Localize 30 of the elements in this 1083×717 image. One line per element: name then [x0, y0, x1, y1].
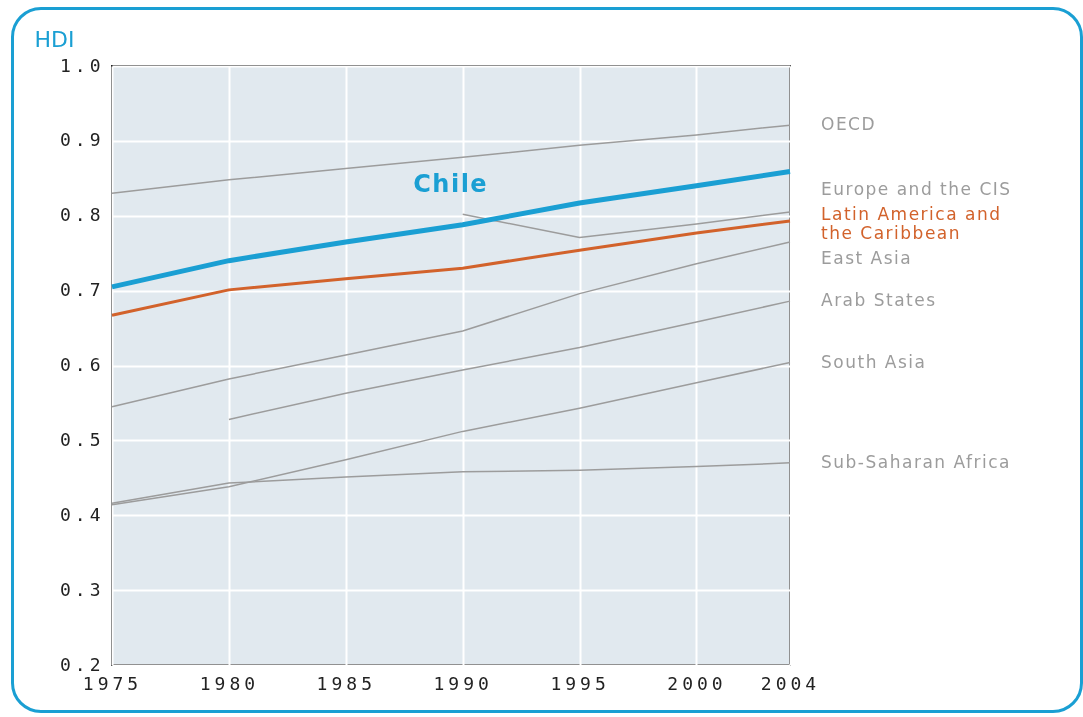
series-label: Arab States [821, 290, 937, 311]
series-label: Chile [413, 169, 489, 198]
series-label: Sub-Saharan Africa [821, 451, 1011, 472]
y-tick-label: 0.4 [59, 503, 105, 525]
y-tick-label: 0.2 [59, 653, 105, 675]
x-tick-label: 2004 [760, 672, 821, 694]
series-label: East Asia [821, 248, 913, 269]
y-tick-label: 1.0 [59, 54, 105, 76]
series-label: Latin America and the Caribbean [821, 204, 1002, 244]
line-series [111, 241, 791, 408]
x-tick-label: 1985 [316, 672, 376, 694]
series-label: Europe and the CIS [821, 179, 1012, 200]
y-tick-label: 0.6 [59, 354, 105, 375]
y-tick-label: 0.9 [59, 129, 105, 151]
line-series [110, 219, 792, 317]
series-label: South Asia [821, 351, 927, 372]
x-tick-label: 1995 [550, 672, 610, 694]
x-tick-label: 2000 [667, 672, 727, 694]
y-axis-title: HDI [34, 26, 75, 52]
x-tick-label: 1980 [199, 672, 260, 694]
y-tick-label: 0.5 [59, 428, 105, 450]
x-tick-label: 1975 [82, 672, 143, 694]
y-tick-label: 0.3 [59, 578, 105, 600]
line-series [111, 124, 791, 195]
y-tick-label: 0.7 [59, 279, 105, 301]
series-label: OECD [821, 114, 877, 135]
x-tick-label: 1990 [433, 672, 493, 694]
line-series [228, 300, 791, 421]
line-series [461, 211, 791, 239]
y-tick-label: 0.8 [59, 204, 105, 226]
